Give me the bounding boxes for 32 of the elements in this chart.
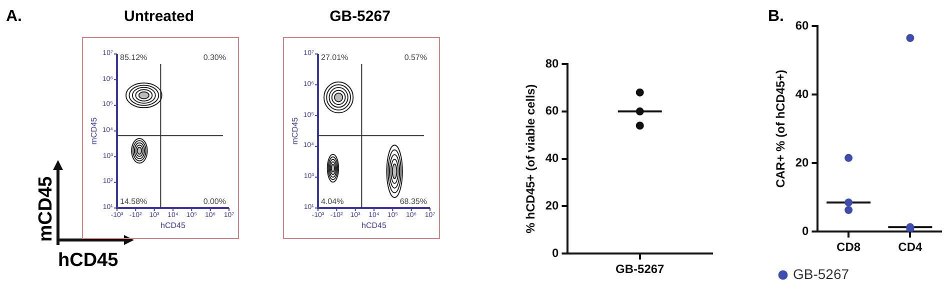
x-tick-label: CD8 [836,240,861,254]
text: Untreated [124,8,194,25]
y-axis-title: % hCD45+ (of viable cells) [524,84,538,234]
y-axis-title: CAR+ % (of hCD45+) [774,70,788,188]
text: hCD45 [58,250,118,272]
y-tick-label: 20 [795,155,810,170]
y-tick-label: 0 [802,224,810,238]
text: hCD45 [362,221,386,230]
text: 0.00% [203,197,226,206]
text: B. [768,8,784,26]
text: 27.01% [321,53,348,62]
y-tick-label: 40 [795,86,810,101]
text: 14.58% [120,197,148,206]
x-tick-label: CD4 [898,240,923,254]
text: 85.12% [120,53,148,62]
text: mCD45 [36,176,58,242]
text: 0.30% [203,53,226,62]
y-tick-label: 40 [545,151,560,166]
text: 68.35% [400,197,427,206]
text: hCD45 [160,221,186,230]
y-tick-label: 80 [545,56,560,70]
y-tick-label: 60 [795,18,810,32]
text: mCD45 [90,117,99,145]
text: A. [6,8,22,26]
legend-label: GB-5267 [793,266,850,282]
text: mCD45 [290,117,300,145]
y-tick-label: 20 [545,198,560,213]
text: 0.57% [404,53,427,62]
y-tick-label: 60 [545,104,560,118]
text: 4.04% [321,197,344,206]
y-tick-label: 0 [552,246,560,260]
text: GB-5267 [330,8,390,25]
